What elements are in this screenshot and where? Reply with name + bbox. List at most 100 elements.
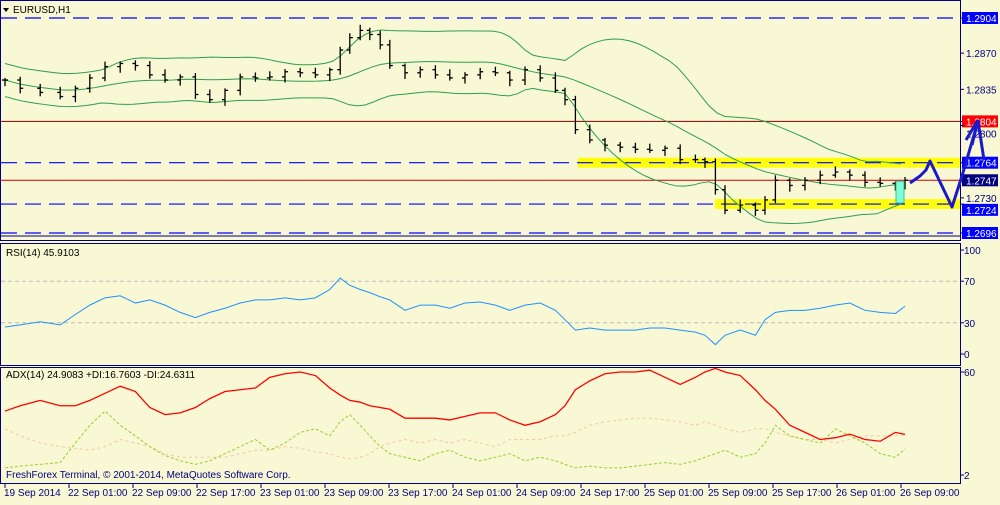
price-bar [552,72,559,94]
time-label: 26 Sep 01:00 [836,488,896,499]
rsi-tick-label: 70 [964,277,976,288]
price-bar [762,196,768,215]
price-label-text: 1.2764 [966,159,997,170]
time-axis[interactable]: 19 Sep 2014 22 Sep 01:00 22 Sep 09:00 22 Se… [4,484,960,499]
price-label-bg [962,227,998,239]
price-bar [146,61,153,79]
price-bar [222,88,228,106]
time-label: 24 Sep 09:00 [516,488,576,499]
time-label: 25 Sep 01:00 [644,488,704,499]
rsi-tick-label: 30 [964,319,976,330]
rsi-tick-label: 0 [964,350,970,361]
price-bar [337,46,344,75]
price-bar [712,158,719,195]
copyright-text: FreshForex Terminal, © 2001-2014, MetaQu… [6,470,291,481]
support-zone [715,199,960,210]
price-label: 1.2904 [960,12,998,25]
price-bar [326,67,333,82]
time-label: 25 Sep 17:00 [772,488,832,499]
price-label-bg [962,203,998,216]
time-label: 23 Sep 17:00 [388,488,448,499]
price-label-text: 1.2804 [966,117,997,128]
price-label-text: 1.2835 [966,85,997,96]
price-bar [572,95,579,135]
price-panel[interactable] [1,17,960,237]
price-bar [297,67,304,78]
price-bar [252,72,259,82]
price-bar [817,170,824,185]
price-bar [417,66,424,78]
price-bar [402,63,408,79]
price-bar [846,169,853,181]
price-label-bg [962,156,998,169]
price-bar [282,69,288,83]
price-label: 1.2724 [960,203,998,217]
adx-panel[interactable]: 60 2 [4,367,976,482]
price-label-text: 1.2724 [966,206,997,217]
price-label: 1.2804 [960,115,998,128]
price-bar [477,67,484,80]
price-bar [646,143,653,153]
price-bar [2,77,8,87]
time-label: 24 Sep 17:00 [580,488,640,499]
price-bar [786,178,793,192]
price-bar [602,137,608,152]
forecast-arrow-icon [964,119,980,146]
price-bar [312,67,319,79]
price-bar [366,27,373,41]
price-bar [266,71,273,81]
price-bar [662,145,668,156]
price-label: 1.2870 [960,49,997,60]
time-label: 26 Sep 09:00 [900,488,960,499]
price-bar [772,175,779,204]
rsi-tick-label: 100 [964,246,981,257]
price-label: 1.2764 [960,156,998,170]
price-bar [432,65,439,79]
adx-panel-frame [0,367,961,484]
price-bar [702,157,708,168]
price-bar [492,66,499,77]
price-label-bg [962,174,998,187]
price-bar [357,24,364,41]
plus-di-line [4,410,906,469]
price-label-text: 1.2870 [966,49,997,60]
price-label-text: 1.2696 [966,229,997,240]
price-bar [832,166,839,178]
price-bar [132,60,139,71]
price-bar [586,124,593,144]
price-bar [522,66,528,86]
price-bar [206,89,213,103]
bollinger-middle-line [4,61,902,189]
price-bar [117,61,124,73]
price-bar [37,83,44,97]
price-bar [17,76,24,94]
price-label: 1.2696 [960,227,998,240]
adx-line [4,367,906,442]
price-bar [446,69,453,81]
price-bar [57,86,64,100]
bollinger-lower-line [4,87,902,224]
price-bar [562,87,568,106]
time-label: 22 Sep 17:00 [196,488,256,499]
rsi-panel[interactable]: 100 70 30 0 [1,246,981,361]
rsi-panel-frame [0,243,961,366]
minus-di-line [4,417,906,460]
price-bar [862,171,868,187]
price-bar [102,61,108,82]
price-label: 1.2747 [960,174,998,187]
price-bar [192,73,199,99]
price-bar [877,177,884,187]
price-bar [737,199,744,213]
adx-label: ADX(14) 24.9083 +DI:16.7603 -DI:24.6311 [6,370,196,381]
symbol-menu-triangle-icon[interactable] [3,8,9,12]
adx-tick-label: 60 [964,368,976,379]
price-label-bg [962,12,998,24]
price-bar [802,177,808,191]
price-label-bg [962,115,998,128]
price-bar [632,142,639,154]
rsi-line [4,277,906,346]
price-label-text: 1.2730 [966,194,997,205]
price-bar [617,141,624,153]
